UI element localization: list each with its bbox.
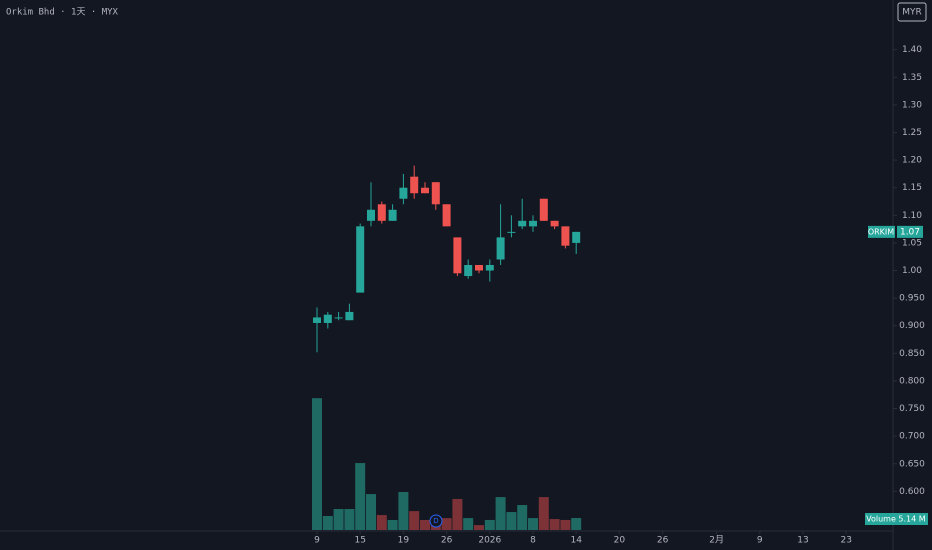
x-tick-label: 8	[530, 536, 536, 546]
candle-body	[453, 237, 462, 274]
candle-body	[572, 231, 581, 243]
volume-bar	[517, 505, 528, 530]
x-tick-label: 9	[757, 536, 763, 546]
candle-body	[388, 209, 397, 221]
volume-bar	[409, 511, 420, 530]
candle-body	[399, 187, 408, 199]
last-price: 1.07	[900, 227, 920, 237]
currency[interactable]: MYR	[902, 8, 922, 18]
x-tick-label: 26	[441, 536, 453, 546]
volume-label: Volume	[866, 515, 896, 524]
y-tick-label: 1.05	[902, 238, 922, 248]
last-price-box	[897, 225, 923, 238]
chart-title: Orkim Bhd · 1天 · MYX	[6, 8, 119, 18]
y-tick-label: 0.800	[899, 376, 925, 386]
candle-body	[334, 317, 343, 319]
volume-value: 5.14 M	[898, 515, 925, 524]
candle-body	[518, 220, 527, 227]
volume-bar	[312, 398, 322, 530]
x-tick-label: 15	[354, 536, 365, 546]
y-tick-label: 1.20	[902, 156, 922, 166]
candle-body	[356, 226, 365, 293]
marks: 1.40 1.35 1.30 1.25 1.20 1.15 1.10 1.05 1.00 0.95…	[312, 45, 925, 546]
volume-bar	[495, 497, 506, 530]
volume-bar	[474, 525, 484, 530]
candle-body	[367, 209, 375, 221]
y-tick-label: 0.600	[899, 487, 925, 497]
candle-body	[442, 204, 451, 227]
y-tick-label: 0.950	[899, 294, 925, 304]
y-tick-label: 1.10	[902, 211, 922, 221]
volume-bar	[355, 463, 366, 530]
currency-box[interactable]	[897, 2, 927, 22]
y-tick-label: 0.900	[899, 321, 925, 331]
x-tick-label: 9	[314, 536, 320, 546]
volume-value-box	[897, 513, 928, 525]
candle-body	[431, 182, 440, 205]
candle-body	[323, 314, 332, 323]
candle-body	[529, 220, 537, 227]
candle-body	[421, 187, 429, 194]
volume-bar	[387, 519, 398, 530]
volume-bar	[398, 491, 409, 530]
candle-body	[539, 198, 548, 221]
candle-body	[410, 176, 419, 194]
y-tick-label: 1.35	[902, 73, 922, 83]
candle-body	[464, 265, 473, 277]
candle-body	[496, 237, 505, 260]
y-tick-label: 0.750	[899, 404, 925, 414]
x-tick-label: 2026	[478, 536, 501, 546]
y-tick-label: 0.700	[899, 432, 925, 442]
candle-body	[507, 231, 516, 233]
volume-bar	[333, 509, 344, 530]
volume-bar	[549, 519, 560, 530]
x-tick-label: 14	[570, 536, 582, 546]
x-tick-label: 20	[614, 536, 626, 546]
volume-bar	[571, 518, 582, 530]
symbol-label: ORKIM	[868, 227, 894, 236]
y-tick-label: 1.30	[902, 100, 922, 110]
volume-bar	[560, 519, 571, 530]
symbol-label-box	[868, 225, 895, 238]
volume-bar	[463, 518, 474, 530]
candle-body	[475, 265, 483, 271]
volume-bar	[441, 518, 452, 530]
volume-bar	[484, 519, 495, 530]
volume-bar	[344, 509, 355, 530]
x-tick-label: 23	[840, 536, 851, 546]
candle-body	[561, 226, 570, 246]
candle-body	[345, 311, 354, 321]
x-tick-label: 19	[398, 536, 410, 546]
volume-bar	[376, 515, 387, 530]
y-tick-label: 0.650	[899, 459, 925, 469]
volume-bar	[506, 512, 517, 530]
y-tick-label: 0.850	[899, 349, 925, 359]
volume-bar	[528, 518, 538, 530]
y-tick-label: 1.00	[902, 266, 922, 276]
volume-bar	[420, 519, 430, 530]
y-tick-label: 1.15	[902, 183, 922, 193]
candle-body	[377, 204, 386, 221]
dividend-marker-label: D	[433, 517, 438, 525]
candle-body	[313, 317, 321, 323]
dividend-marker[interactable]	[429, 514, 443, 528]
y-tick-label: 1.25	[902, 128, 922, 138]
candle-body	[550, 220, 559, 227]
volume-bar	[452, 498, 463, 530]
x-tick-label: 2月	[709, 535, 724, 546]
x-tick-label: 13	[797, 536, 808, 546]
x-tick-label: 26	[657, 536, 669, 546]
y-tick-label: 1.40	[902, 45, 922, 55]
candle-body	[485, 265, 494, 271]
volume-bar	[538, 497, 549, 530]
volume-label-box	[865, 513, 897, 525]
volume-bar	[322, 516, 333, 530]
volume-bar	[366, 494, 376, 530]
